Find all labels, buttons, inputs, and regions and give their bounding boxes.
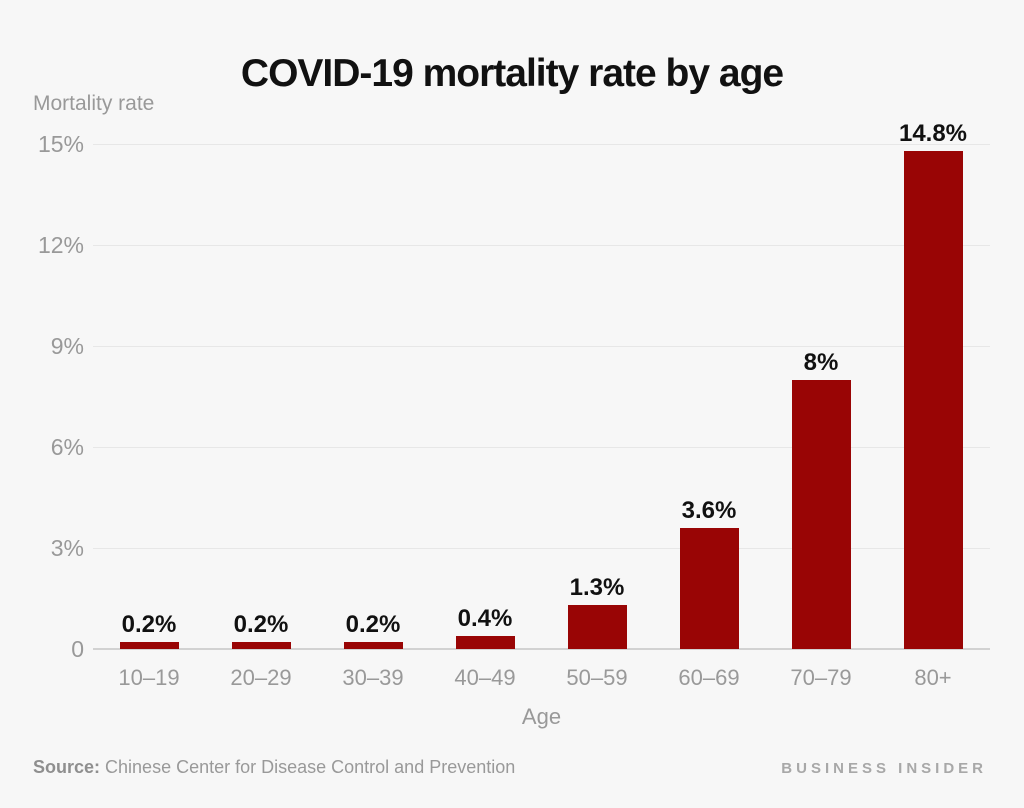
bar-value-label-70-79: 8%	[803, 349, 839, 376]
x-tick-label-60-69: 60–69	[678, 665, 740, 690]
bar-10-19	[119, 642, 179, 649]
bar-40-49	[455, 636, 515, 649]
bar-60-69	[679, 528, 739, 649]
y-tick-label-9pct: 9%	[50, 333, 84, 359]
x-tick-label-80-: 80+	[914, 665, 952, 690]
x-axis-title: Age	[521, 704, 562, 729]
gridline-9pct	[93, 346, 990, 347]
y-tick-label-0: 0	[71, 636, 84, 662]
x-tick-label-10-19: 10–19	[118, 665, 180, 690]
y-tick-label-3pct: 3%	[50, 535, 84, 561]
bar-value-label-60-69: 3.6%	[681, 497, 737, 524]
source-text: Chinese Center for Disease Control and P…	[100, 757, 516, 777]
x-tick-label-50-59: 50–59	[566, 665, 628, 690]
bar-70-79	[791, 380, 851, 649]
gridline-0	[93, 648, 990, 650]
y-axis-title: Mortality rate	[33, 92, 155, 115]
bar-value-label-50-59: 1.3%	[569, 574, 625, 601]
x-tick-label-20-29: 20–29	[230, 665, 292, 690]
bar-value-label-20-29: 0.2%	[233, 611, 289, 638]
gridline-12pct	[93, 245, 990, 246]
bar-50-59	[567, 605, 627, 649]
gridline-6pct	[93, 447, 990, 448]
x-tick-label-70-79: 70–79	[790, 665, 852, 690]
y-tick-label-12pct: 12%	[37, 232, 84, 258]
gridline-15pct	[93, 144, 990, 145]
bar-value-label-30-39: 0.2%	[345, 611, 401, 638]
source-attribution: Source: Chinese Center for Disease Contr…	[33, 757, 515, 778]
business-insider-logo: BUSINESS INSIDER	[781, 760, 987, 777]
y-tick-label-6pct: 6%	[50, 434, 84, 460]
bar-value-label-80-: 14.8%	[898, 120, 968, 147]
bar-20-29	[231, 642, 291, 649]
bar-80-	[903, 151, 963, 649]
y-tick-label-15pct: 15%	[37, 131, 84, 157]
x-tick-label-40-49: 40–49	[454, 665, 516, 690]
source-label: Source:	[33, 757, 101, 777]
chart-title: COVID-19 mortality rate by age	[240, 52, 784, 96]
x-tick-label-30-39: 30–39	[342, 665, 404, 690]
bar-value-label-10-19: 0.2%	[121, 611, 177, 638]
bar-value-label-40-49: 0.4%	[457, 605, 513, 632]
gridline-3pct	[93, 548, 990, 549]
bar-30-39	[343, 642, 403, 649]
